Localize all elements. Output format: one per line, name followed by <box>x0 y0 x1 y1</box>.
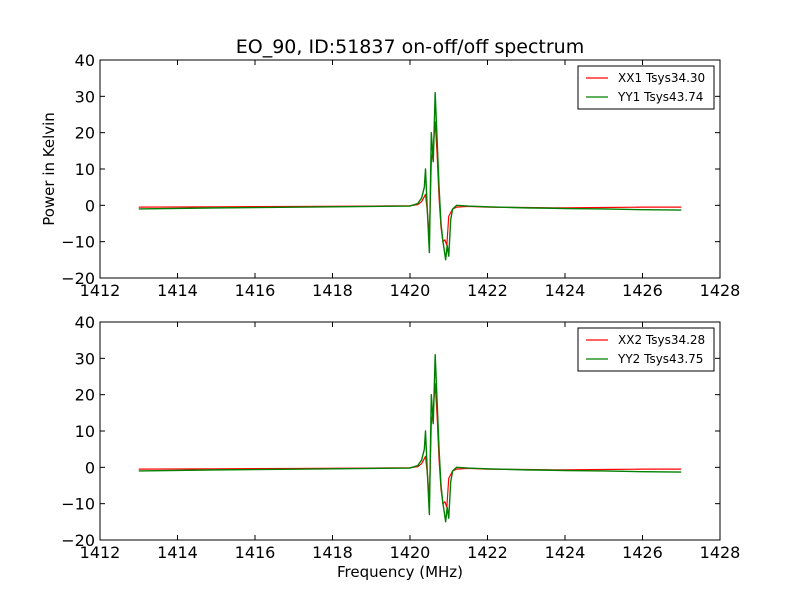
x-tick-label: 1420 <box>390 543 431 562</box>
x-tick-label: 1416 <box>235 543 276 562</box>
legend-entry-label: XX2 Tsys34.28 <box>618 333 705 347</box>
y-tick-label: 0 <box>85 196 95 215</box>
legend-box <box>577 327 715 372</box>
y-tick-label: 10 <box>75 422 95 441</box>
y-tick-label: 20 <box>75 386 95 405</box>
y-tick-label: 20 <box>75 124 95 143</box>
x-tick-label: 1424 <box>545 543 586 562</box>
x-tick-label: 1412 <box>80 543 121 562</box>
y-tick-label: 10 <box>75 160 95 179</box>
chart-title: EO_90, ID:51837 on-off/off spectrum <box>236 36 585 58</box>
legend-entry-label: XX1 Tsys34.30 <box>618 71 705 85</box>
x-tick-label: 1416 <box>235 281 276 300</box>
top-panel: 1412 1414 1416 1418 1420 1422 1424 1426 1428 40 30… <box>40 51 740 300</box>
x-tick-label: 1414 <box>157 281 198 300</box>
legend-entry-label: YY1 Tsys43.74 <box>617 90 703 104</box>
y-tick-label: −10 <box>61 233 95 252</box>
bottom-panel: 1412 1414 1416 1418 1420 1422 1424 1426 1428 40 30… <box>61 313 740 581</box>
y-tick-label: 0 <box>85 458 95 477</box>
y-tick-label: −10 <box>61 495 95 514</box>
x-tick-label: 1420 <box>390 281 431 300</box>
x-tick-label: 1422 <box>467 281 508 300</box>
series-line-yy <box>138 354 682 523</box>
x-tick-label: 1414 <box>157 543 198 562</box>
y-tick-label: −20 <box>61 269 95 288</box>
x-tick-label: 1426 <box>622 281 663 300</box>
legend-entry-label: YY2 Tsys43.75 <box>617 352 703 366</box>
y-tick-label: −20 <box>61 531 95 550</box>
y-tick-label: 30 <box>75 349 95 368</box>
x-tick-label: 1412 <box>80 281 121 300</box>
x-tick-label: 1428 <box>700 281 741 300</box>
x-tick-label: 1418 <box>312 543 353 562</box>
x-axis-label: Frequency (MHz) <box>337 563 463 581</box>
y-tick-label: 40 <box>75 51 95 70</box>
y-tick-label: 30 <box>75 87 95 106</box>
legend: XX2 Tsys34.28 YY2 Tsys43.75 <box>577 327 715 372</box>
x-tick-label: 1426 <box>622 543 663 562</box>
x-tick-label: 1428 <box>700 543 741 562</box>
x-tick-label: 1418 <box>312 281 353 300</box>
y-tick-label: 40 <box>75 313 95 332</box>
x-tick-label: 1422 <box>467 543 508 562</box>
x-tick-label: 1424 <box>545 281 586 300</box>
y-axis-label: Power in Kelvin <box>40 112 58 226</box>
legend: XX1 Tsys34.30 YY1 Tsys43.74 <box>577 65 715 110</box>
series-line-yy <box>138 91 682 261</box>
legend-box <box>577 65 715 110</box>
